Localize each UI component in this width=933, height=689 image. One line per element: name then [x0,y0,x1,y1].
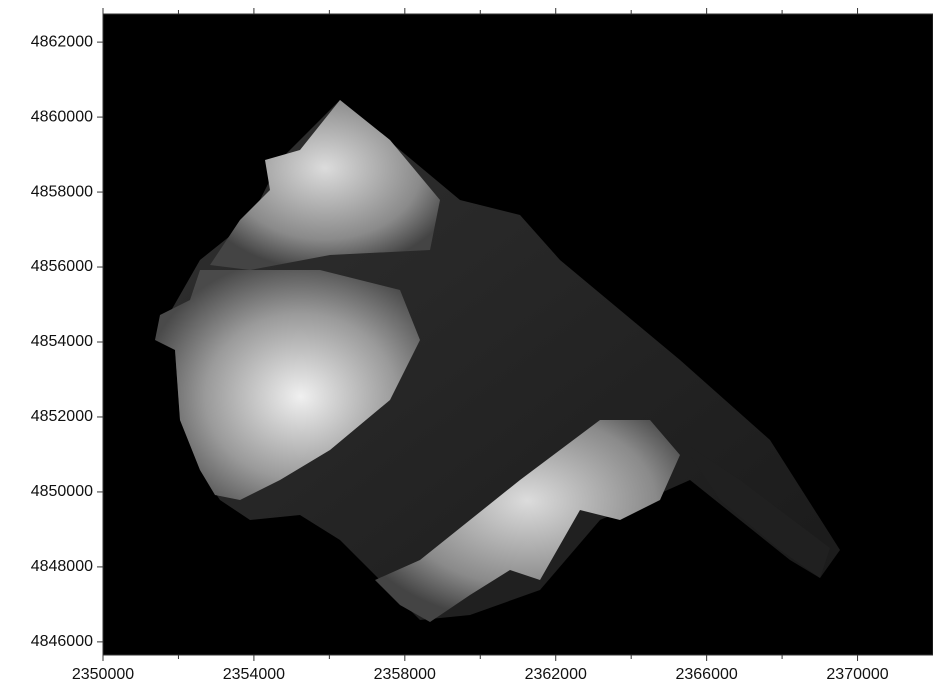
y-tick-label: 4846000 [31,633,93,650]
y-tick-label: 4852000 [31,408,93,425]
x-tick-label: 2370000 [826,666,888,683]
southern-hills [375,420,680,622]
y-tick-label: 4862000 [31,33,93,50]
terrain [155,100,840,622]
coastal-strip [680,440,830,578]
y-tick-label: 4860000 [31,108,93,125]
y-tick-label: 4850000 [31,483,93,500]
x-tick-label: 2350000 [72,666,134,683]
y-tick-label: 4858000 [31,183,93,200]
western-hills [210,100,440,270]
x-tick-label: 2354000 [223,666,285,683]
y-tick-label: 4854000 [31,333,93,350]
y-tick-label: 4848000 [31,558,93,575]
x-tick-label: 2358000 [374,666,436,683]
x-tick-label: 2362000 [525,666,587,683]
plot-frame [102,13,933,656]
x-tick-label: 2366000 [675,666,737,683]
central-hills [155,270,420,500]
y-tick-label: 4856000 [31,258,93,275]
